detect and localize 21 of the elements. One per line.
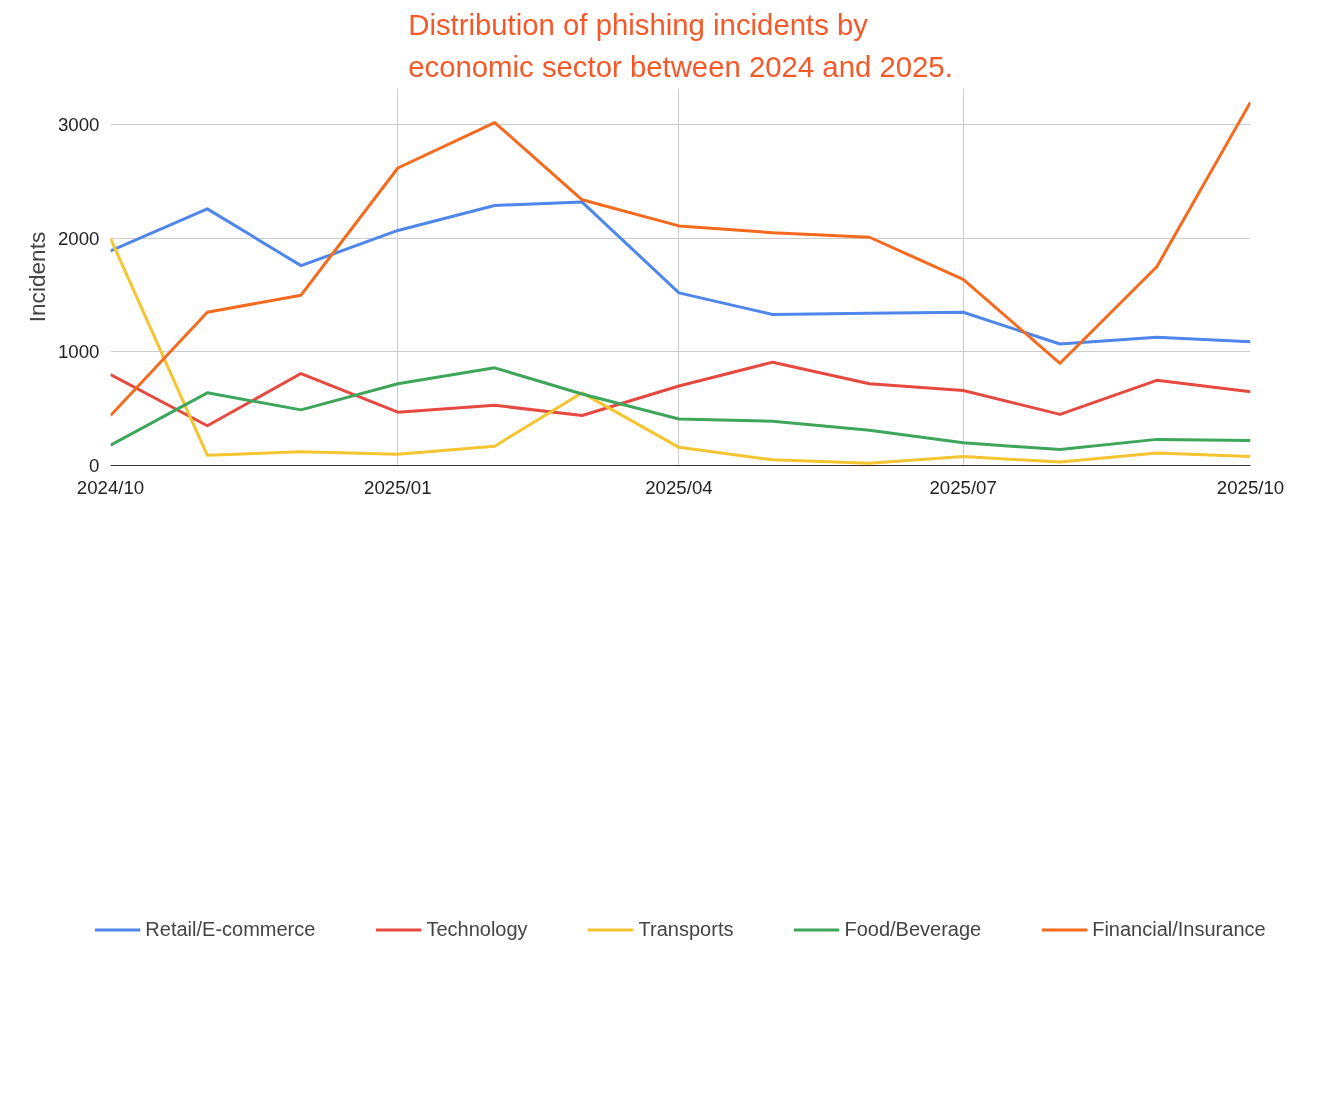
legend-label: Food/Beverage (844, 917, 982, 941)
y-tick-label: 2000 (58, 227, 100, 249)
y-tick-label: 3000 (58, 114, 100, 136)
legend-label: Retail/E-commerce (145, 917, 316, 941)
line-series (110, 100, 1251, 418)
x-tick-label: 2025/07 (929, 476, 997, 498)
x-tick-label: 2024/10 (76, 476, 145, 498)
line-series (110, 360, 1251, 428)
legend-label: Technology (426, 917, 528, 941)
line-series (110, 236, 1251, 465)
legend-label: Transports (638, 917, 734, 941)
x-tick-label: 2025/10 (1216, 476, 1285, 498)
line-series (110, 200, 1251, 346)
y-tick-label: 1000 (58, 341, 100, 363)
y-tick-label: 0 (89, 455, 100, 476)
legend-label: Financial/Insurance (1092, 917, 1266, 941)
chart-title: Distribution of phishing incidents by economic sector between 2024 and 2025. (408, 7, 953, 84)
x-tick-label: 2025/01 (364, 476, 432, 498)
x-tick-label: 2025/04 (645, 476, 713, 498)
line-series (110, 366, 1251, 452)
y-axis-title: Incidents (24, 231, 50, 323)
